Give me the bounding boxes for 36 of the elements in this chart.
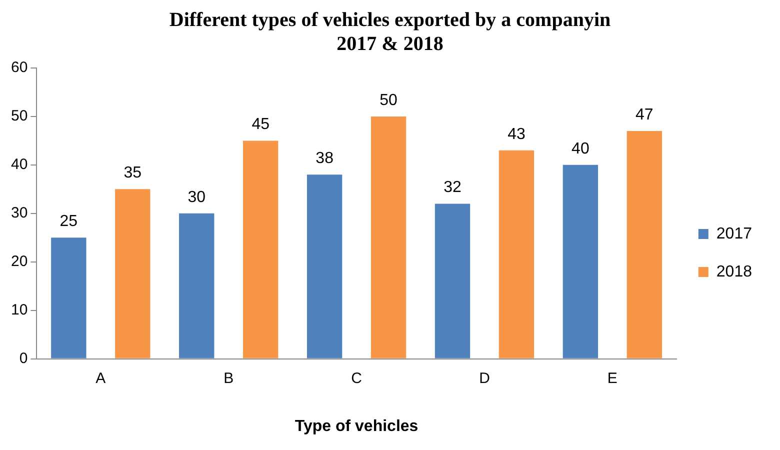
bar: [51, 238, 86, 358]
y-tick-label: 50: [10, 108, 28, 125]
chart-title: Different types of vehicles exported by a companyin 2017 & 2018: [168, 8, 612, 56]
data-label: 32: [444, 179, 462, 196]
data-label: 47: [636, 106, 654, 124]
x-tick-label: E: [607, 370, 618, 387]
x-tick-label: D: [479, 370, 490, 387]
y-tick-label: 0: [19, 350, 28, 367]
data-label: 35: [124, 164, 142, 182]
data-label: 45: [252, 116, 270, 134]
data-label: 30: [188, 188, 206, 206]
x-tick-label: B: [224, 370, 234, 387]
y-tick-label: 30: [10, 204, 28, 222]
x-tick-label: A: [96, 370, 106, 387]
bar: [242, 140, 278, 358]
legend-label: 2018: [716, 263, 752, 280]
bar: [562, 164, 598, 358]
x-tick-label: C: [351, 370, 362, 387]
bar: [179, 213, 214, 358]
x-axis-title: Type of vehicles: [294, 418, 418, 435]
data-label: 38: [316, 150, 334, 168]
bar: [498, 150, 534, 358]
y-tick-label: 20: [10, 253, 28, 270]
y-tick-label: 60: [10, 59, 28, 76]
bar: [115, 189, 150, 358]
y-tick-label: 10: [10, 301, 28, 318]
data-label: 40: [572, 140, 590, 158]
data-label: 25: [60, 213, 78, 230]
bar: [434, 204, 470, 358]
bar: [370, 116, 406, 358]
bar: [306, 174, 342, 358]
bar: [626, 131, 662, 358]
data-label: 50: [380, 92, 398, 109]
legend-label: 2017: [716, 225, 752, 242]
y-tick-label: 40: [10, 156, 28, 174]
data-label: 43: [508, 126, 526, 143]
